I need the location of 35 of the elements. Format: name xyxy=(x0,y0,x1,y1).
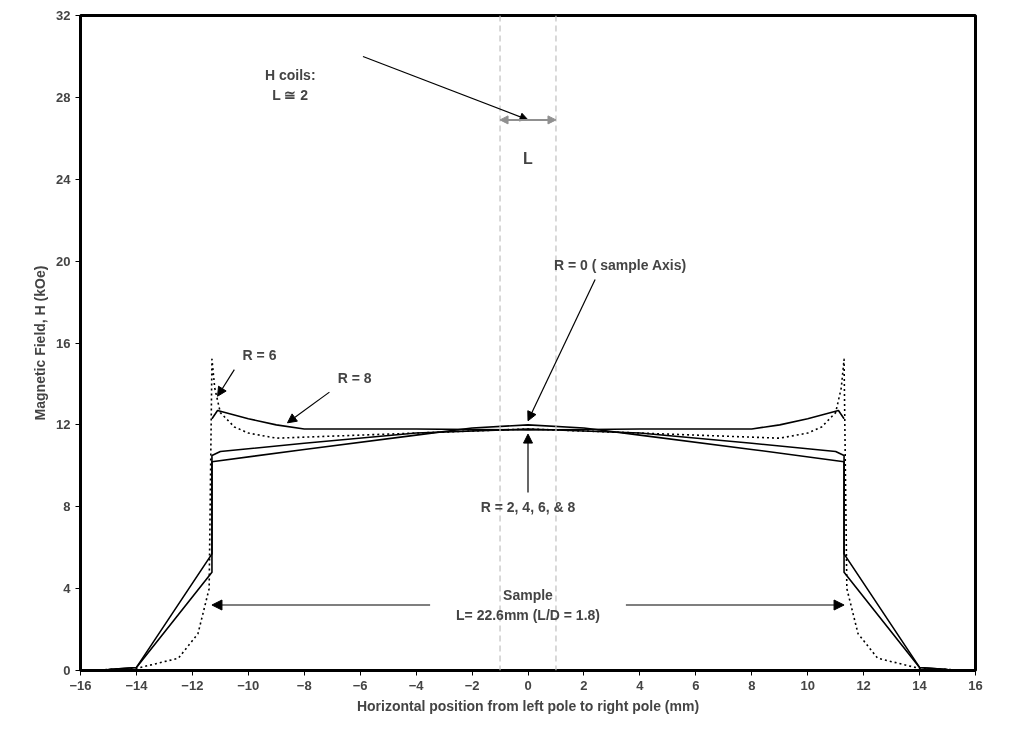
y-tick-label: 20 xyxy=(56,253,71,269)
annotation: L xyxy=(523,150,534,168)
x-tick-label: −14 xyxy=(125,677,149,693)
x-tick-label: 4 xyxy=(636,677,645,693)
annotation: Sample L= 22.6mm (L/D = 1.8) xyxy=(456,586,600,624)
annotation: R = 8 xyxy=(337,369,372,386)
annotation: H coils: L ≅ 2 xyxy=(264,66,316,104)
x-tick-label: 2 xyxy=(580,677,588,693)
x-tick-label: 6 xyxy=(692,677,700,693)
annotation: R = 2, 4, 6, & 8 xyxy=(480,498,576,515)
x-tick-label: 12 xyxy=(856,677,871,693)
y-tick-label: 4 xyxy=(63,581,72,597)
x-tick-label: 8 xyxy=(748,677,756,693)
x-tick-label: −10 xyxy=(237,677,260,693)
x-tick-label: −16 xyxy=(69,677,92,693)
x-tick-label: 16 xyxy=(968,677,983,693)
x-tick-label: 0 xyxy=(524,677,532,693)
y-tick-label: 8 xyxy=(63,499,71,515)
x-axis-title: Horizontal position from left pole to right pole (mm) xyxy=(356,697,700,714)
x-tick-label: −6 xyxy=(352,677,368,693)
x-tick-label: 10 xyxy=(800,677,815,693)
x-tick-label: −12 xyxy=(181,677,204,693)
annotation: R = 6 xyxy=(242,347,277,364)
x-tick-label: −4 xyxy=(408,677,425,693)
y-tick-label: 16 xyxy=(56,335,71,351)
x-tick-label: −8 xyxy=(296,677,312,693)
y-tick-label: 28 xyxy=(56,89,71,105)
y-tick-label: 32 xyxy=(56,8,71,23)
y-tick-label: 0 xyxy=(63,663,71,678)
y-tick-label: 12 xyxy=(56,417,71,433)
annotation: R = 0 ( sample Axis) xyxy=(553,257,687,274)
y-tick-label: 24 xyxy=(56,171,72,187)
x-tick-label: 14 xyxy=(912,677,928,693)
y-axis-title: Magnetic Field, H (kOe) xyxy=(32,265,49,421)
x-tick-label: −2 xyxy=(464,677,480,693)
